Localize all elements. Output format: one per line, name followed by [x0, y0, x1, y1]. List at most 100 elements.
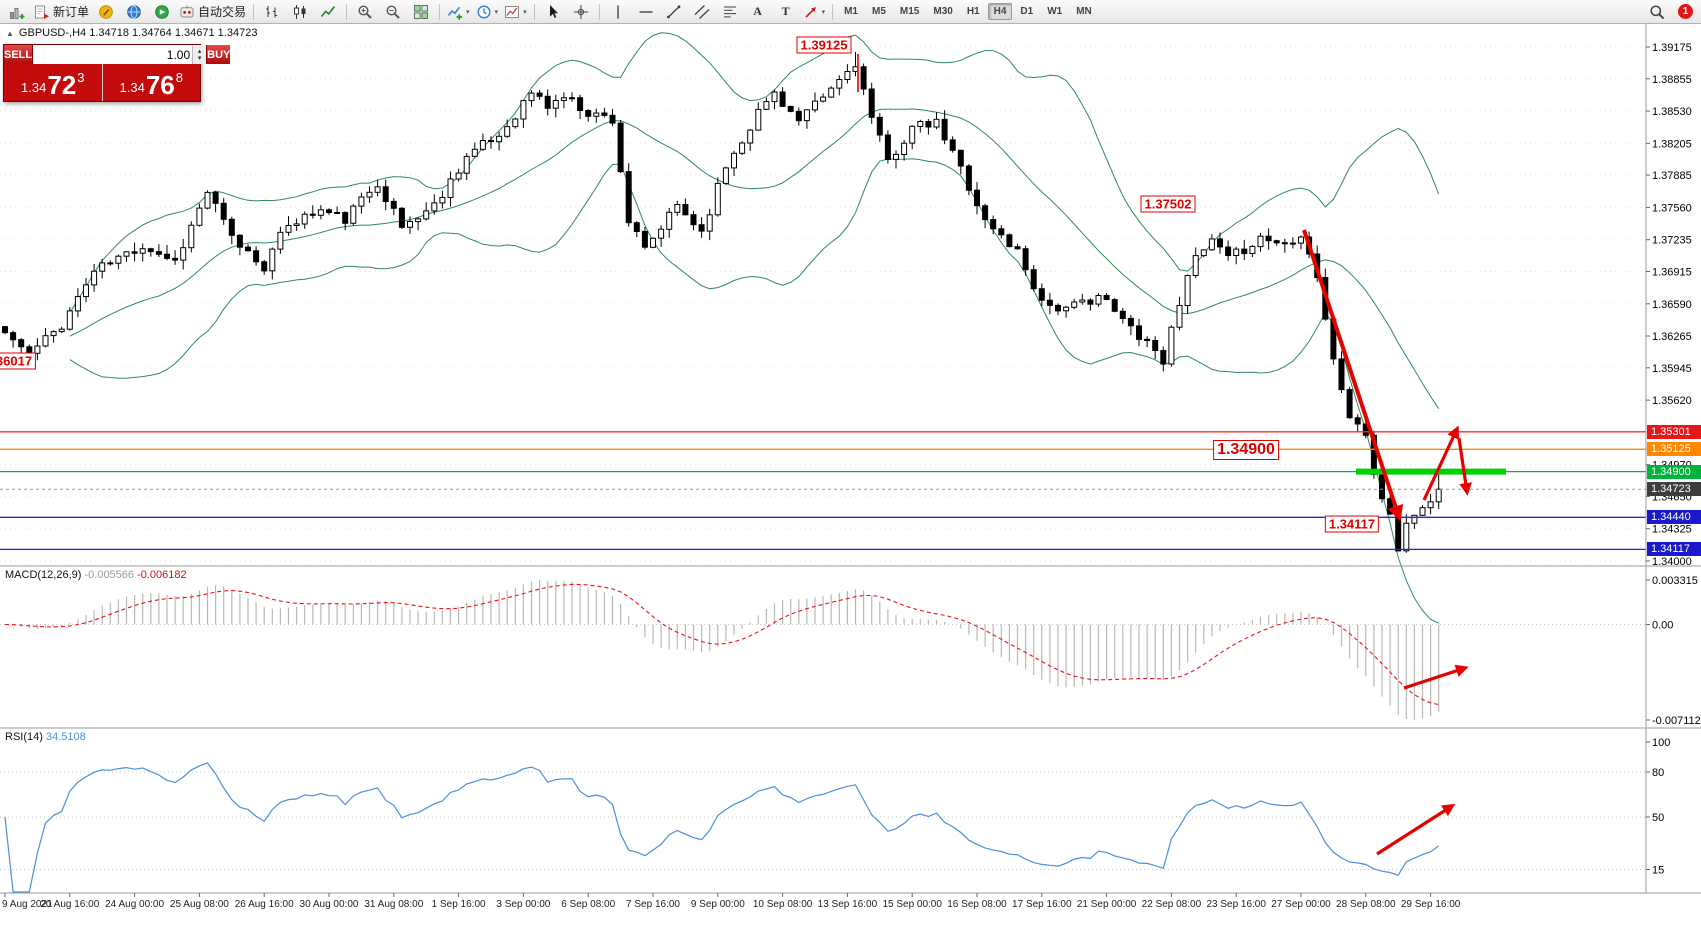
svg-text:0.003315: 0.003315	[1652, 575, 1698, 587]
fibonacci-tool-button[interactable]	[716, 1, 744, 23]
indicators-icon	[447, 6, 463, 20]
svg-text:1.36265: 1.36265	[1652, 331, 1692, 343]
svg-text:1 Sep 16:00: 1 Sep 16:00	[432, 899, 486, 910]
toolbar-right-group: 1	[1643, 1, 1698, 23]
price-axis[interactable]: 1.39175 1.38855 1.38530 1.38205 1.37885 1.375…	[1646, 42, 1701, 877]
svg-text:100: 100	[1652, 737, 1670, 749]
vertical-line-tool-button[interactable]	[604, 1, 632, 23]
text-icon: A	[753, 4, 762, 18]
ask-pips: 76	[145, 70, 175, 100]
svg-text:29 Sep 16:00: 29 Sep 16:00	[1401, 899, 1461, 910]
svg-text:20 Aug 16:00: 20 Aug 16:00	[40, 899, 99, 910]
line-chart-button[interactable]	[314, 1, 342, 23]
svg-text:10 Sep 08:00: 10 Sep 08:00	[753, 899, 813, 910]
tile-windows-icon	[414, 4, 429, 19]
ask-price-display[interactable]: 1.34 76 8	[103, 64, 201, 101]
periods-button[interactable]: ▾	[473, 1, 502, 23]
timeframe-w1-button[interactable]: W1	[1047, 6, 1063, 17]
templates-button[interactable]: ▾	[501, 1, 530, 23]
ask-pipette: 8	[175, 70, 183, 85]
timeframe-m30-button[interactable]: M30	[933, 6, 953, 17]
timeframe-m1-button[interactable]: M1	[844, 6, 858, 17]
bid-price-display[interactable]: 1.34 72 3	[4, 64, 102, 101]
collapse-trade-panel-icon[interactable]: ▲	[6, 28, 14, 38]
market-icon	[155, 4, 169, 19]
bid-pips: 72	[47, 70, 77, 100]
macd-signal-line	[4, 583, 1439, 706]
trend-arrows[interactable]	[857, 54, 1473, 856]
svg-text:1.35620: 1.35620	[1652, 395, 1692, 407]
timeframe-m5-button[interactable]: M5	[872, 6, 886, 17]
axis-price-badge-1.34440: 1.34440	[1647, 510, 1701, 525]
new-chart-button[interactable]	[3, 1, 31, 23]
svg-text:-0.007112: -0.007112	[1652, 715, 1701, 727]
metaeditor-button[interactable]	[92, 1, 120, 23]
timeframe-h4-button[interactable]: H4	[987, 3, 1013, 20]
svg-text:17 Sep 16:00: 17 Sep 16:00	[1012, 899, 1072, 910]
new-order-button[interactable]: 新订单	[31, 1, 92, 23]
cursor-tool-button[interactable]	[539, 1, 567, 23]
chevron-down-icon: ▾	[494, 8, 499, 16]
label-tool-button[interactable]: T	[772, 1, 800, 23]
channel-icon	[694, 4, 710, 19]
symbol-ohlc-text: GBPUSD-,H4 1.34718 1.34764 1.34671 1.347…	[18, 27, 258, 39]
timeframe-h1-button[interactable]: H1	[966, 6, 980, 17]
svg-text:26 Aug 16:00: 26 Aug 16:00	[235, 899, 294, 910]
price-flag-1.39125[interactable]: 1.39125	[796, 36, 852, 54]
vline-icon	[616, 5, 619, 18]
arrows-tool-button[interactable]: ▾	[800, 1, 829, 23]
sell-button[interactable]: SELL	[4, 45, 34, 64]
trendline-tool-button[interactable]	[660, 1, 688, 23]
pane-separators[interactable]	[0, 24, 1701, 894]
volume-decrease-icon[interactable]: ▾	[197, 54, 202, 62]
autotrading-button[interactable]: 自动交易	[176, 1, 249, 23]
search-button[interactable]	[1643, 1, 1671, 23]
svg-text:3 Sep 00:00: 3 Sep 00:00	[496, 899, 550, 910]
rsi-line	[4, 762, 1440, 893]
price-flag-36017[interactable]: 36017	[0, 352, 37, 370]
zoom-in-button[interactable]	[351, 1, 379, 23]
price-flag-1.34117[interactable]: 1.34117	[1324, 515, 1380, 533]
notification-badge[interactable]: 1	[1678, 4, 1693, 19]
bar-chart-button[interactable]	[258, 1, 286, 23]
candlestick-chart-button[interactable]	[286, 1, 314, 23]
svg-text:1.38530: 1.38530	[1652, 106, 1692, 118]
rsi-title: RSI(14)	[5, 731, 43, 743]
indicators-button[interactable]: ▾	[444, 1, 473, 23]
svg-text:1.34000: 1.34000	[1652, 556, 1692, 568]
svg-text:9 Sep 00:00: 9 Sep 00:00	[691, 899, 745, 910]
buy-button[interactable]: BUY	[206, 45, 231, 64]
price-flag-1.34900[interactable]: 1.34900	[1213, 440, 1279, 460]
community-button[interactable]	[120, 1, 148, 23]
timeframe-m15-button[interactable]: M15	[899, 6, 920, 17]
svg-text:1.35945: 1.35945	[1652, 363, 1692, 375]
community-icon	[127, 4, 141, 19]
price-flag-1.37502[interactable]: 1.37502	[1140, 195, 1196, 213]
chart-ohlc-info: ▲ GBPUSD-,H4 1.34718 1.34764 1.34671 1.3…	[6, 27, 257, 39]
chevron-down-icon: ▾	[821, 8, 826, 16]
svg-text:80: 80	[1652, 767, 1664, 779]
market-button[interactable]	[148, 1, 176, 23]
chevron-down-icon: ▾	[466, 8, 470, 16]
zoom-out-button[interactable]	[379, 1, 407, 23]
timeframe-mn-button[interactable]: MN	[1076, 6, 1092, 17]
timeframe-d1-button[interactable]: D1	[1020, 6, 1034, 17]
text-tool-button[interactable]: A	[744, 1, 772, 23]
ask-big-figure: 1.34	[119, 80, 145, 95]
volume-input[interactable]	[33, 45, 193, 64]
svg-text:1.37560: 1.37560	[1652, 202, 1692, 214]
rsi-label: RSI(14) 34.5108	[5, 731, 86, 743]
candlesticks	[2, 52, 1442, 553]
macd-signal-value: -0.006182	[137, 569, 187, 581]
crosshair-tool-button[interactable]	[567, 1, 595, 23]
volume-increase-icon[interactable]: ▴	[197, 47, 202, 55]
zoom-in-icon	[358, 4, 372, 19]
channel-tool-button[interactable]	[688, 1, 716, 23]
tile-windows-button[interactable]	[407, 1, 435, 23]
bid-ask-divider	[101, 64, 103, 101]
horizontal-line-tool-button[interactable]	[632, 1, 660, 23]
svg-text:15: 15	[1652, 865, 1664, 877]
